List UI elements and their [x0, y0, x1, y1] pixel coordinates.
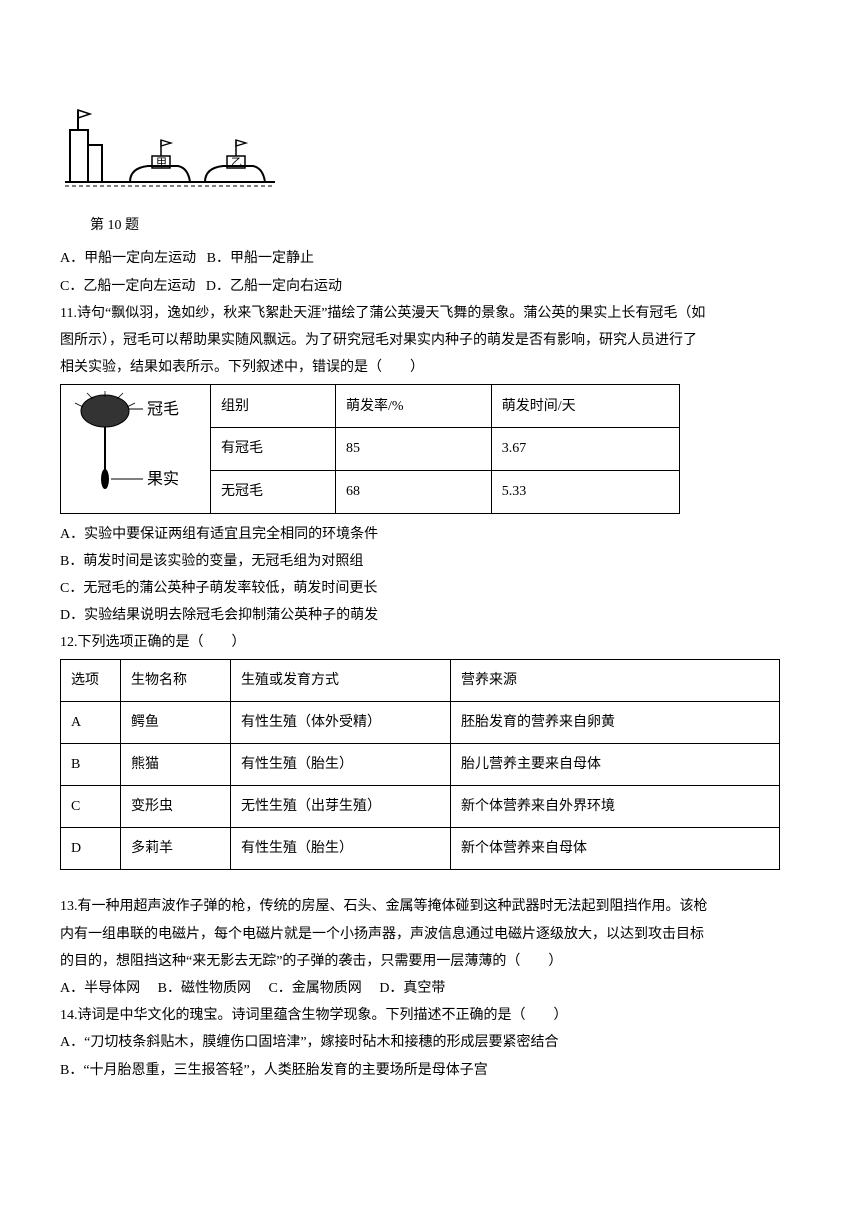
- table-row: A 鳄鱼 有性生殖（体外受精） 胚胎发育的营养来自卵黄: [61, 702, 780, 744]
- q12-r3c2: 有性生殖（胎生）: [231, 828, 451, 870]
- q12-h-c3: 营养来源: [451, 660, 780, 702]
- q11-th-rate: 萌发率/%: [335, 385, 491, 428]
- q12-h-c0: 选项: [61, 660, 121, 702]
- q11-th-group: 组别: [211, 385, 336, 428]
- q11-r1c2: 85: [335, 428, 491, 471]
- q12-r1c0: B: [61, 744, 121, 786]
- q13-optD: D．真空带: [379, 981, 445, 996]
- q14-stem: 14.诗词是中华文化的瑰宝。诗词里蕴含生物学现象。下列描述不正确的是（ ）: [60, 1003, 800, 1028]
- q13-optC: C．金属物质网: [268, 981, 361, 996]
- q13-stem-line3: 的目的，想阻挡这种“来无影去无踪”的子弹的袭击，只需要用一层薄薄的（ ）: [60, 949, 800, 974]
- q11-label-bottom: 果实: [147, 470, 179, 488]
- boat2-label: 乙: [231, 156, 242, 169]
- q11-image-cell: 冠毛 果实: [61, 385, 211, 513]
- q11-stem-line3: 相关实验，结果如表所示。下列叙述中，错误的是（ ）: [60, 355, 800, 380]
- q12-h-c2: 生殖或发育方式: [231, 660, 451, 702]
- q13-optA: A．半导体网: [60, 981, 140, 996]
- q12-r3c1: 多莉羊: [121, 828, 231, 870]
- q13-optB: B．磁性物质网: [158, 981, 251, 996]
- q12-r2c1: 变形虫: [121, 786, 231, 828]
- q11-stem-line1: 11.诗句“飘似羽，逸如纱，秋来飞絮赴天涯”描绘了蒲公英漫天飞舞的景象。蒲公英的…: [60, 301, 800, 326]
- q11-stem-line2: 图所示），冠毛可以帮助果实随风飘远。为了研究冠毛对果实内种子的萌发是否有影响，研…: [60, 328, 800, 353]
- q11-r1c1: 有冠毛: [211, 428, 336, 471]
- q14-optB: B．“十月胎恩重，三生报答轻”，人类胚胎发育的主要场所是母体子宫: [60, 1058, 800, 1083]
- boats-diagram-svg: 甲 乙: [60, 80, 280, 200]
- q12-r0c2: 有性生殖（体外受精）: [231, 702, 451, 744]
- q13-stem-line2: 内有一组串联的电磁片，每个电磁片就是一个小扬声器，声波信息通过电磁片逐级放大，以…: [60, 922, 800, 947]
- q11-r2c2: 68: [335, 470, 491, 513]
- boat1-label: 甲: [156, 157, 167, 169]
- q12-h-c1: 生物名称: [121, 660, 231, 702]
- spacer: [60, 878, 800, 892]
- q10-figure: 甲 乙 第 10 题: [60, 80, 800, 238]
- q11-optD: D．实验结果说明去除冠毛会抑制蒲公英种子的萌发: [60, 603, 800, 628]
- q12-r0c1: 鳄鱼: [121, 702, 231, 744]
- q12-r1c3: 胎儿营养主要来自母体: [451, 744, 780, 786]
- q12-r2c3: 新个体营养来自外界环境: [451, 786, 780, 828]
- q12-r1c2: 有性生殖（胎生）: [231, 744, 451, 786]
- q11-table: 冠毛 果实 组别 萌发率/% 萌发时间/天 有冠毛 85 3.67 无冠毛 68…: [60, 384, 680, 513]
- q13-stem-line1: 13.有一种用超声波作子弹的枪，传统的房屋、石头、金属等掩体碰到这种武器时无法起…: [60, 894, 800, 919]
- q11-optB: B．萌发时间是该实验的变量，无冠毛组为对照组: [60, 549, 800, 574]
- q11-r1c3: 3.67: [491, 428, 679, 471]
- q12-r0c3: 胚胎发育的营养来自卵黄: [451, 702, 780, 744]
- q11-th-time: 萌发时间/天: [491, 385, 679, 428]
- q10-optB: B．甲船一定静止: [207, 246, 314, 271]
- q11-r2c3: 5.33: [491, 470, 679, 513]
- q14-optA: A．“刀切枝条斜贴木，膜缠伤口固培津”，嫁接时砧木和接穗的形成层要紧密结合: [60, 1030, 800, 1055]
- q12-stem: 12.下列选项正确的是（ ）: [60, 630, 800, 655]
- q12-r1c1: 熊猫: [121, 744, 231, 786]
- q13-options: A．半导体网 B．磁性物质网 C．金属物质网 D．真空带: [60, 976, 800, 1001]
- q11-label-top: 冠毛: [147, 400, 179, 418]
- table-row: D 多莉羊 有性生殖（胎生） 新个体营养来自母体: [61, 828, 780, 870]
- q10-figure-caption: 第 10 题: [90, 213, 800, 238]
- q12-table: 选项 生物名称 生殖或发育方式 营养来源 A 鳄鱼 有性生殖（体外受精） 胚胎发…: [60, 659, 780, 870]
- q10-options-line2: C．乙船一定向左运动 D．乙船一定向右运动: [60, 274, 800, 299]
- q12-r2c0: C: [61, 786, 121, 828]
- q11-optC: C．无冠毛的蒲公英种子萌发率较低，萌发时间更长: [60, 576, 800, 601]
- q10-optD: D．乙船一定向右运动: [206, 274, 342, 299]
- table-row: B 熊猫 有性生殖（胎生） 胎儿营养主要来自母体: [61, 744, 780, 786]
- dandelion-svg: 冠毛 果实: [65, 389, 205, 499]
- table-row: C 变形虫 无性生殖（出芽生殖） 新个体营养来自外界环境: [61, 786, 780, 828]
- q10-options-line1: A．甲船一定向左运动 B．甲船一定静止: [60, 246, 800, 271]
- q12-r2c2: 无性生殖（出芽生殖）: [231, 786, 451, 828]
- q12-r3c3: 新个体营养来自母体: [451, 828, 780, 870]
- q11-r2c1: 无冠毛: [211, 470, 336, 513]
- q12-r3c0: D: [61, 828, 121, 870]
- q12-r0c0: A: [61, 702, 121, 744]
- q11-optA: A．实验中要保证两组有适宜且完全相同的环境条件: [60, 522, 800, 547]
- q10-optA: A．甲船一定向左运动: [60, 246, 196, 271]
- q10-optC: C．乙船一定向左运动: [60, 274, 195, 299]
